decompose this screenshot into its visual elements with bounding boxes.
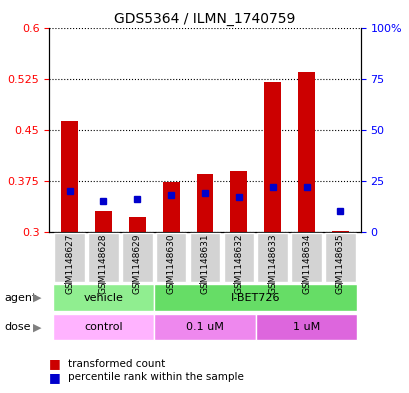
Text: GSM1148629: GSM1148629 xyxy=(133,233,142,294)
Text: dose: dose xyxy=(4,322,31,332)
Text: ▶: ▶ xyxy=(33,322,41,332)
Text: GSM1148633: GSM1148633 xyxy=(267,233,276,294)
Text: GDS5364 / ILMN_1740759: GDS5364 / ILMN_1740759 xyxy=(114,12,295,26)
FancyBboxPatch shape xyxy=(54,233,85,282)
Bar xyxy=(128,217,145,232)
FancyBboxPatch shape xyxy=(88,233,118,282)
Bar xyxy=(95,211,112,232)
Bar xyxy=(162,182,179,232)
Text: GSM1148631: GSM1148631 xyxy=(200,233,209,294)
Bar xyxy=(230,171,247,232)
Text: vehicle: vehicle xyxy=(83,293,123,303)
Text: GSM1148630: GSM1148630 xyxy=(166,233,175,294)
Text: percentile rank within the sample: percentile rank within the sample xyxy=(67,372,243,382)
FancyBboxPatch shape xyxy=(189,233,220,282)
Bar xyxy=(61,121,78,232)
Bar xyxy=(331,231,348,232)
FancyBboxPatch shape xyxy=(52,314,154,340)
Text: transformed count: transformed count xyxy=(67,358,164,369)
Bar xyxy=(264,82,281,232)
Text: ■: ■ xyxy=(49,371,61,384)
Text: agent: agent xyxy=(4,293,36,303)
FancyBboxPatch shape xyxy=(52,285,154,311)
Text: GSM1148628: GSM1148628 xyxy=(99,233,108,294)
Text: control: control xyxy=(84,322,122,332)
Text: ■: ■ xyxy=(49,357,61,370)
Text: ▶: ▶ xyxy=(33,293,41,303)
FancyBboxPatch shape xyxy=(255,314,357,340)
Text: GSM1148634: GSM1148634 xyxy=(301,233,310,294)
FancyBboxPatch shape xyxy=(324,233,355,282)
FancyBboxPatch shape xyxy=(257,233,287,282)
Text: 1 uM: 1 uM xyxy=(292,322,319,332)
Text: I-BET726: I-BET726 xyxy=(231,293,280,303)
FancyBboxPatch shape xyxy=(154,285,357,311)
FancyBboxPatch shape xyxy=(155,233,186,282)
Text: GSM1148635: GSM1148635 xyxy=(335,233,344,294)
FancyBboxPatch shape xyxy=(223,233,254,282)
FancyBboxPatch shape xyxy=(291,233,321,282)
Text: 0.1 uM: 0.1 uM xyxy=(186,322,223,332)
Text: GSM1148632: GSM1148632 xyxy=(234,233,243,294)
Text: GSM1148627: GSM1148627 xyxy=(65,233,74,294)
FancyBboxPatch shape xyxy=(154,314,255,340)
Bar xyxy=(196,174,213,232)
FancyBboxPatch shape xyxy=(122,233,152,282)
Bar xyxy=(297,72,314,232)
